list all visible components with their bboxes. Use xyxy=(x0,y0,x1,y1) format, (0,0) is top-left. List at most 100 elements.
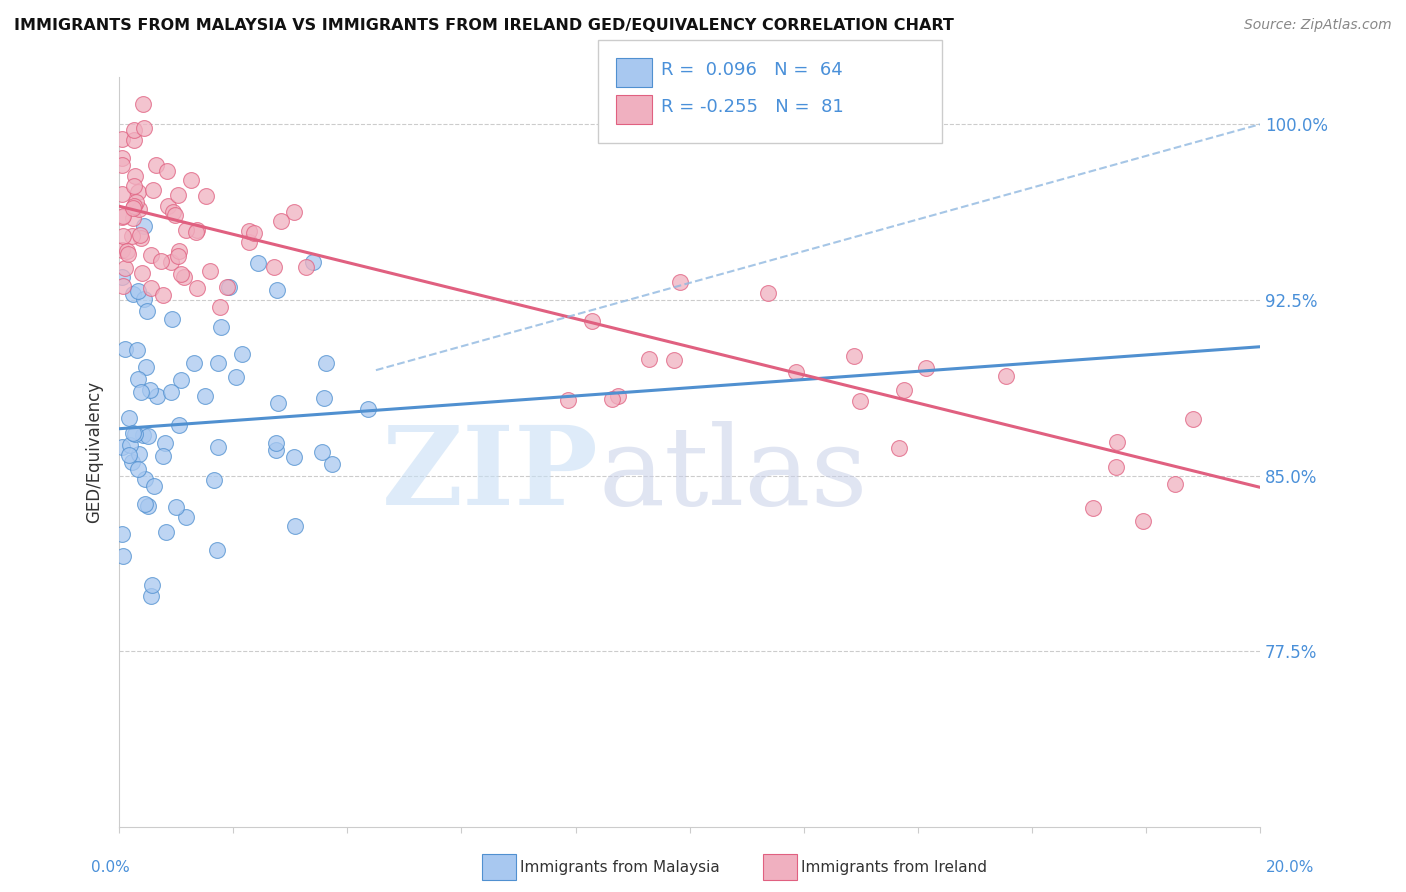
Point xyxy=(163,208,186,222)
Point xyxy=(606,389,628,403)
Point xyxy=(169,244,191,258)
Point xyxy=(122,211,145,225)
Point xyxy=(357,401,380,416)
Point xyxy=(138,383,160,397)
Point xyxy=(202,473,225,487)
Point xyxy=(321,457,343,471)
Point xyxy=(600,392,623,407)
Point xyxy=(315,357,337,371)
Point xyxy=(118,411,141,425)
Point xyxy=(111,526,134,541)
Point xyxy=(122,287,145,301)
Y-axis label: GED/Equivalency: GED/Equivalency xyxy=(86,381,103,524)
Point xyxy=(121,455,143,469)
Point xyxy=(128,227,150,242)
Point xyxy=(156,164,179,178)
Point xyxy=(127,185,149,199)
Point xyxy=(115,244,138,258)
Point xyxy=(638,351,661,366)
Point xyxy=(243,226,266,240)
Point xyxy=(127,343,149,357)
Point xyxy=(134,497,156,511)
Point xyxy=(1164,476,1187,491)
Text: Immigrants from Ireland: Immigrants from Ireland xyxy=(801,860,987,874)
Point xyxy=(186,222,208,236)
Point xyxy=(218,280,240,294)
Point xyxy=(889,441,911,455)
Point xyxy=(209,300,232,314)
Point xyxy=(121,425,143,440)
Point xyxy=(127,284,149,298)
Point xyxy=(136,304,159,318)
Point xyxy=(152,449,174,463)
Point xyxy=(1132,515,1154,529)
Point xyxy=(1107,435,1129,450)
Point xyxy=(174,510,197,524)
Point xyxy=(131,266,153,280)
Text: IMMIGRANTS FROM MALAYSIA VS IMMIGRANTS FROM IRELAND GED/EQUIVALENCY CORRELATION : IMMIGRANTS FROM MALAYSIA VS IMMIGRANTS F… xyxy=(14,18,953,33)
Point xyxy=(111,243,134,257)
Point xyxy=(160,255,183,269)
Point xyxy=(111,151,134,165)
Point xyxy=(311,445,333,459)
Point xyxy=(302,255,325,269)
Point xyxy=(149,254,172,268)
Point xyxy=(125,195,148,210)
Point xyxy=(111,186,134,201)
Point xyxy=(155,524,177,539)
Point xyxy=(785,365,807,379)
Point xyxy=(117,246,139,260)
Point xyxy=(122,199,145,213)
Point xyxy=(129,385,152,400)
Point xyxy=(209,320,232,334)
Point xyxy=(111,209,134,223)
Point xyxy=(132,219,155,233)
Point xyxy=(139,281,162,295)
Point xyxy=(156,199,179,213)
Point xyxy=(994,369,1017,384)
Point xyxy=(246,256,269,270)
Point xyxy=(756,286,779,301)
Point xyxy=(169,418,191,433)
Point xyxy=(1181,411,1204,425)
Point xyxy=(238,235,260,250)
Point xyxy=(128,202,150,216)
Text: R =  0.096   N =  64: R = 0.096 N = 64 xyxy=(661,61,842,78)
Point xyxy=(295,260,318,274)
Point xyxy=(581,314,603,328)
Point xyxy=(186,281,208,295)
Point xyxy=(162,205,184,219)
Point xyxy=(139,589,162,603)
Point xyxy=(270,213,292,227)
Point xyxy=(146,389,169,403)
Point xyxy=(111,132,134,146)
Point xyxy=(114,342,136,356)
Point xyxy=(153,436,176,450)
Point xyxy=(132,96,155,111)
Point xyxy=(132,292,155,306)
Point xyxy=(207,440,229,454)
Point xyxy=(170,373,193,387)
Text: Immigrants from Malaysia: Immigrants from Malaysia xyxy=(520,860,720,874)
Point xyxy=(238,224,260,238)
Point xyxy=(283,205,305,219)
Point xyxy=(312,391,335,405)
Point xyxy=(136,428,159,442)
Point xyxy=(127,371,149,385)
Point xyxy=(136,499,159,513)
Point xyxy=(132,120,155,135)
Point xyxy=(173,270,195,285)
Point xyxy=(124,169,146,183)
Point xyxy=(915,361,938,376)
Point xyxy=(127,462,149,476)
Point xyxy=(183,356,205,370)
Point xyxy=(122,178,145,193)
Point xyxy=(132,428,155,442)
Point xyxy=(669,276,692,290)
Point xyxy=(143,479,166,493)
Point xyxy=(114,260,136,275)
Text: 0.0%: 0.0% xyxy=(91,860,131,874)
Point xyxy=(264,443,287,458)
Point xyxy=(225,370,247,384)
Point xyxy=(167,188,190,202)
